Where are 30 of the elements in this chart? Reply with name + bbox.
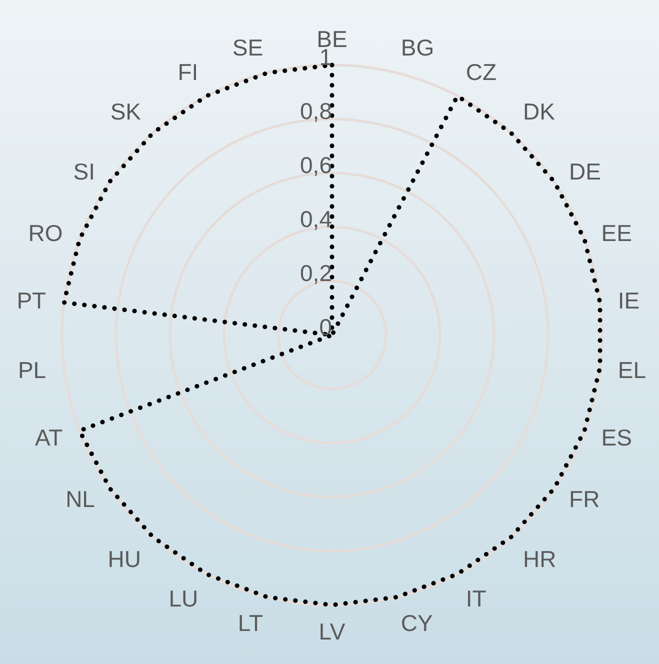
spoke-label: FI <box>178 58 198 85</box>
spoke-label: IT <box>466 585 486 612</box>
spoke-label: CY <box>400 610 433 636</box>
spoke-label: DE <box>569 158 601 185</box>
spoke-label: LT <box>238 610 264 636</box>
spoke-label: EE <box>601 220 632 246</box>
spoke-label: FR <box>569 486 600 512</box>
spoke-label: RO <box>28 220 63 246</box>
spoke-label: NL <box>66 486 96 512</box>
spoke-label: SK <box>110 98 142 124</box>
spoke-label: PL <box>18 356 46 383</box>
spoke-label: HR <box>522 546 556 572</box>
spoke-label: ES <box>601 424 632 450</box>
spoke-label: LU <box>168 585 198 612</box>
y-tick-label: 0,8 <box>300 98 332 124</box>
spoke-label: AT <box>35 424 63 450</box>
spoke-label: SI <box>73 158 95 185</box>
spoke-label: EL <box>618 356 646 383</box>
y-tick-label: 0,6 <box>300 152 332 178</box>
spoke-label: SE <box>232 34 264 60</box>
y-tick-label: 0,4 <box>300 206 332 232</box>
spoke-label: HU <box>108 546 142 572</box>
spoke-label: IE <box>618 287 640 314</box>
spoke-label: LV <box>318 618 346 644</box>
y-tick-label: 0 <box>319 314 332 340</box>
spoke-label: CZ <box>466 58 497 85</box>
spoke-label: DK <box>522 98 556 124</box>
y-tick-label: 0,2 <box>300 260 332 286</box>
spoke-label: BG <box>400 34 434 60</box>
spoke-label: PT <box>16 287 46 314</box>
